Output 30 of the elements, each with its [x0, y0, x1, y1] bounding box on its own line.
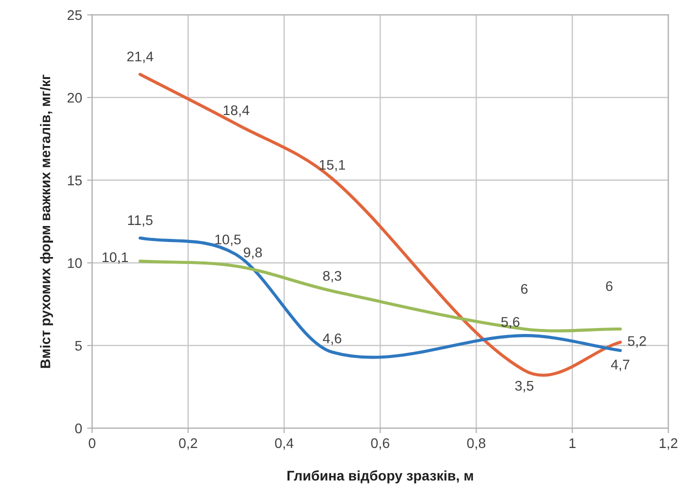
- data-label: 9,8: [244, 248, 262, 260]
- data-label: 8,3: [323, 270, 342, 282]
- x-tick-label: 0,8: [467, 438, 486, 450]
- x-tick-label: 1: [570, 438, 576, 448]
- x-axis-title: Глибина відбору зразків, м: [287, 470, 473, 484]
- y-tick-label: 20: [68, 92, 82, 103]
- data-label: 21,4: [127, 52, 154, 64]
- data-label: 18,4: [224, 105, 250, 117]
- data-label: 4,7: [611, 360, 630, 372]
- x-tick-label: 1,2: [660, 438, 678, 450]
- data-label: 15,1: [320, 160, 346, 172]
- data-label: 3,5: [515, 380, 534, 392]
- data-label: 6: [521, 284, 528, 294]
- x-tick-label: 0,2: [179, 438, 198, 450]
- data-label: 6: [606, 281, 612, 292]
- y-tick-label: 25: [68, 10, 82, 20]
- y-tick-label: 10: [68, 258, 82, 268]
- data-label: 10,1: [102, 252, 128, 264]
- y-tick-label: 0: [75, 424, 82, 434]
- data-label: 5,6: [501, 316, 520, 328]
- data-label: 10,5: [215, 234, 241, 246]
- x-tick-label: 0,6: [371, 438, 390, 450]
- data-label: 5,2: [628, 336, 646, 348]
- y-tick-label: 5: [75, 340, 82, 351]
- y-axis-title: Вміст рухомих форм важких металів, мг/кг: [40, 74, 54, 368]
- x-tick-label: 0,4: [275, 438, 294, 450]
- y-tick-label: 15: [68, 176, 82, 186]
- data-label: 11,5: [128, 215, 153, 227]
- x-tick-label: 0: [88, 438, 96, 448]
- data-label: 4,6: [322, 334, 342, 345]
